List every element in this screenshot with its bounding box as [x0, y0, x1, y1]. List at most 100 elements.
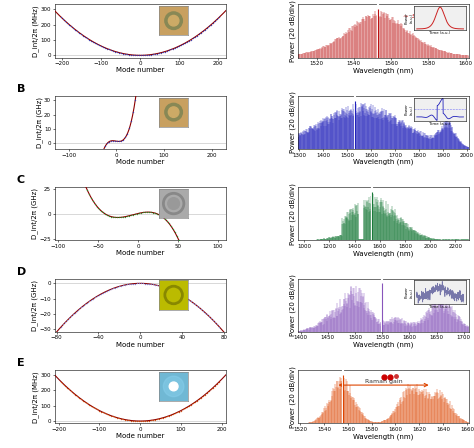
Point [164, 285, 171, 292]
Point [157, 415, 165, 422]
Point [155, 50, 163, 57]
Point [185, 297, 193, 304]
Point [116, 415, 123, 422]
Point [82, 300, 89, 307]
Text: A: A [17, 0, 26, 2]
Point [91, 294, 99, 301]
Point [108, 412, 115, 419]
Point [149, 209, 157, 216]
Point [65, 21, 73, 28]
Point [82, 182, 89, 189]
Point [145, 208, 153, 215]
Point [113, 284, 121, 291]
Y-axis label: D_int/2π (GHz): D_int/2π (GHz) [31, 189, 38, 239]
Point [83, 34, 91, 42]
Point [182, 294, 189, 301]
Point [167, 411, 175, 418]
Point [213, 16, 221, 23]
Point [108, 47, 115, 54]
Point [205, 388, 213, 395]
Point [183, 39, 191, 46]
Point [76, 419, 83, 426]
Point [137, 280, 145, 287]
Point [149, 281, 157, 288]
Point [141, 52, 149, 59]
Point [72, 152, 79, 159]
Point [167, 286, 175, 293]
Point [73, 307, 81, 314]
Point [73, 159, 81, 166]
Point [80, 397, 87, 404]
Point [57, 87, 65, 95]
Point [205, 23, 213, 30]
Point [205, 362, 213, 369]
Point [201, 309, 209, 316]
Point [129, 108, 137, 115]
Point [83, 269, 91, 276]
Point [75, 165, 83, 172]
Point [85, 298, 93, 305]
Point [91, 405, 99, 412]
Point [159, 214, 167, 221]
Point [151, 416, 159, 423]
Point [161, 48, 169, 55]
Point [100, 147, 107, 154]
Point [128, 118, 135, 125]
Point [93, 203, 101, 210]
Point [185, 37, 193, 44]
Point [88, 402, 95, 409]
Point [149, 416, 157, 423]
Point [91, 200, 99, 207]
Point [144, 417, 151, 424]
Point [128, 417, 135, 424]
Point [207, 21, 215, 28]
Point [128, 51, 135, 58]
Point [175, 43, 183, 50]
Point [129, 280, 137, 287]
Point [126, 125, 133, 132]
Point [68, 313, 75, 320]
Point [73, 392, 81, 400]
Point [157, 283, 165, 290]
Point [78, 375, 85, 382]
Point [95, 205, 103, 212]
Point [121, 50, 129, 57]
Point [100, 289, 107, 297]
Point [182, 405, 189, 412]
Point [117, 214, 125, 221]
Point [106, 138, 113, 145]
Point [131, 52, 139, 59]
Point [70, 25, 77, 32]
Point [153, 210, 161, 217]
Point [123, 281, 131, 288]
Point [109, 413, 117, 420]
Point [90, 39, 97, 46]
Point [90, 201, 97, 208]
Point [75, 394, 83, 401]
Y-axis label: D_int/2π (GHz): D_int/2π (GHz) [31, 280, 38, 331]
Point [173, 289, 181, 297]
Point [98, 408, 105, 415]
Point [103, 45, 111, 52]
Point [101, 142, 109, 150]
Point [147, 417, 155, 424]
Point [215, 323, 223, 330]
Point [123, 51, 131, 58]
Point [64, 384, 71, 391]
X-axis label: Mode number: Mode number [116, 342, 164, 348]
Point [91, 185, 99, 192]
Point [154, 416, 161, 423]
Point [85, 36, 93, 43]
Point [114, 138, 121, 145]
Point [197, 394, 205, 401]
Point [129, 52, 137, 59]
Point [88, 37, 95, 44]
Point [86, 243, 93, 250]
Point [207, 375, 215, 382]
Point [136, 64, 143, 71]
Point [201, 337, 209, 344]
Point [215, 379, 223, 386]
Point [106, 46, 113, 53]
Point [154, 50, 161, 57]
Point [96, 161, 103, 168]
